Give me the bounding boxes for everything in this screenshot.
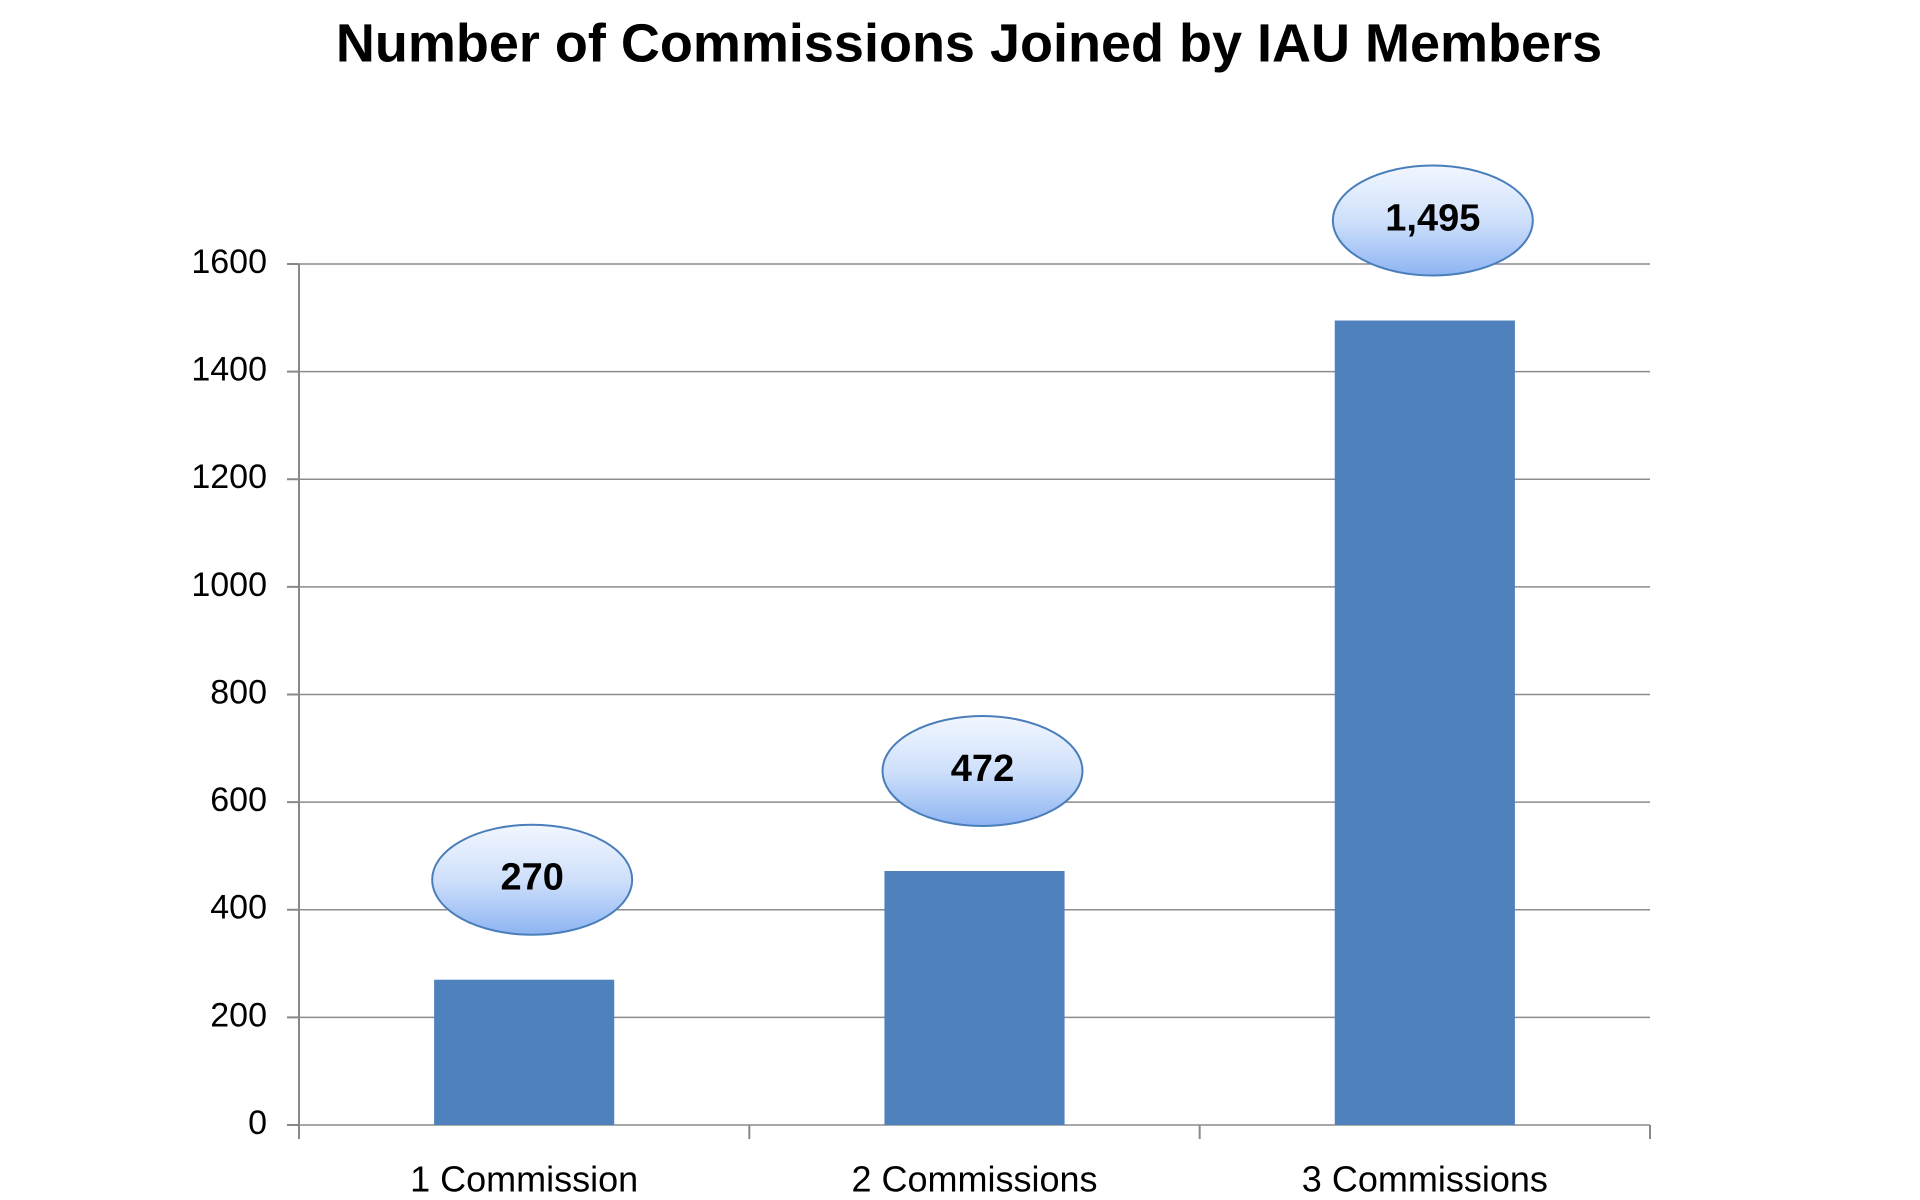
y-tick-label: 0 bbox=[248, 1104, 267, 1142]
value-label: 472 bbox=[951, 748, 1014, 790]
x-tick-label: 1 Commission bbox=[410, 1159, 638, 1200]
y-tick-label: 200 bbox=[210, 996, 267, 1034]
y-tick-label: 600 bbox=[210, 781, 267, 819]
value-label-bubble bbox=[881, 715, 1084, 828]
chart-title: Number of Commissions Joined by IAU Memb… bbox=[336, 13, 1602, 73]
value-label: 270 bbox=[500, 857, 563, 899]
bar bbox=[434, 979, 615, 1125]
value-label-bubble bbox=[1331, 164, 1534, 277]
value-label-bubble bbox=[431, 823, 634, 936]
x-tick-label: 3 Commissions bbox=[1302, 1159, 1548, 1200]
y-tick-label: 400 bbox=[210, 889, 267, 927]
value-label: 1,495 bbox=[1385, 198, 1480, 240]
bar bbox=[1334, 320, 1515, 1125]
x-tick-label: 2 Commissions bbox=[851, 1159, 1097, 1200]
y-tick-label: 1200 bbox=[191, 458, 267, 496]
y-tick-label: 1600 bbox=[191, 243, 267, 281]
bar bbox=[884, 871, 1065, 1125]
y-tick-label: 800 bbox=[210, 673, 267, 711]
y-tick-label: 1000 bbox=[191, 566, 267, 604]
y-tick-label: 1400 bbox=[191, 351, 267, 389]
